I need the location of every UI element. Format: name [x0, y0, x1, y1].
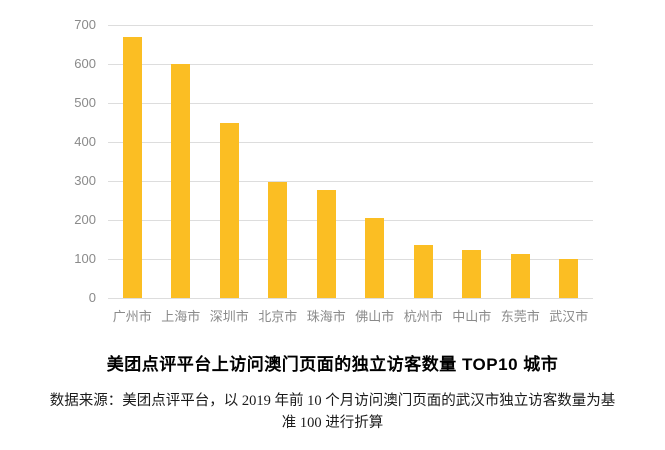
x-axis-label: 北京市 [258, 309, 298, 324]
y-axis-tick-label: 500 [74, 95, 96, 110]
y-axis-tick-label: 400 [74, 134, 96, 149]
x-axis-label: 上海市 [161, 309, 201, 324]
bar-广州市 [122, 36, 142, 298]
source-note: 数据来源：美团点评平台，以 2019 年前 10 个月访问澳门页面的武汉市独立访… [0, 390, 665, 434]
x-axis-label: 珠海市 [306, 309, 346, 324]
y-axis-tick-label: 0 [88, 290, 96, 305]
y-axis-tick-label: 700 [74, 17, 96, 32]
y-axis-tick-label: 200 [74, 212, 96, 227]
bar-珠海市 [316, 190, 336, 298]
chart-title: 美团点评平台上访问澳门页面的独立访客数量 TOP10 城市 [106, 355, 559, 374]
gridline [108, 181, 593, 182]
y-axis-tick-label: 300 [74, 173, 96, 188]
y-axis-tick-label: 100 [74, 251, 96, 266]
x-axis-label: 深圳市 [209, 309, 249, 324]
gridline [108, 298, 593, 299]
bar-武汉市 [559, 259, 579, 298]
bar-上海市 [171, 64, 191, 298]
source-note-line1: 数据来源：美团点评平台，以 2019 年前 10 个月访问澳门页面的武汉市独立访… [49, 393, 616, 409]
gridline [108, 103, 593, 104]
x-axis-label: 东莞市 [500, 309, 540, 324]
plot-area [108, 25, 593, 299]
y-axis-tick-label: 600 [74, 56, 96, 71]
bar-中山市 [462, 250, 482, 298]
x-axis-label: 中山市 [452, 309, 492, 324]
x-axis-label: 杭州市 [403, 309, 443, 324]
gridline [108, 25, 593, 26]
gridline [108, 220, 593, 221]
bar-北京市 [268, 181, 288, 298]
x-axis-label: 广州市 [112, 309, 152, 324]
gridline [108, 259, 593, 260]
x-axis-label: 武汉市 [549, 309, 589, 324]
x-axis-label: 佛山市 [355, 309, 395, 324]
x-axis: 广州市 上海市 深圳市 北京市 珠海市 佛山市 杭州市 中山市 东莞市 武汉市 [108, 306, 593, 325]
gridline [108, 64, 593, 65]
bar-深圳市 [219, 122, 239, 298]
gridline [108, 142, 593, 143]
bar-杭州市 [413, 245, 433, 298]
bar-东莞市 [510, 254, 530, 298]
bar-佛山市 [365, 217, 385, 298]
source-note-line2: 准 100 进行折算 [281, 415, 384, 431]
